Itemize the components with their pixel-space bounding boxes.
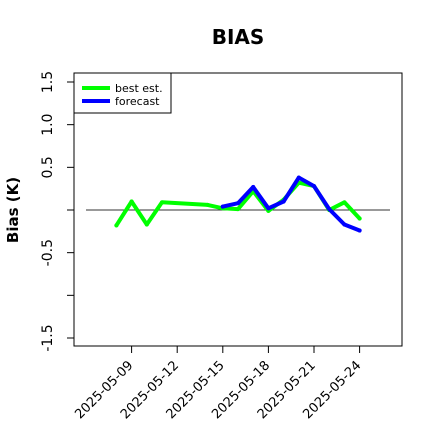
data-point [114, 223, 119, 228]
y-axis: -1.5 -0.5 0.5 1.0 1.5 [40, 71, 74, 352]
data-point [281, 199, 286, 204]
data-point [129, 199, 134, 204]
data-point [160, 200, 164, 205]
y-axis-label: Bias (K) [4, 177, 22, 243]
chart-title: BIAS [212, 25, 265, 49]
data-point [342, 200, 347, 205]
y-tick-label: 0.5 [40, 156, 56, 178]
y-tick-label: 1.5 [40, 71, 56, 93]
series-layer [114, 175, 362, 233]
data-point [357, 228, 362, 233]
data-point [251, 184, 256, 189]
data-point [266, 206, 271, 211]
data-point [236, 207, 240, 212]
y-tick-label: -1.5 [40, 324, 56, 351]
data-point [327, 207, 332, 212]
legend: best est. forecast [73, 72, 172, 114]
legend-box [73, 72, 172, 114]
series-line-forecast [220, 175, 362, 233]
legend-label-best-est: best est. [115, 82, 163, 95]
data-point [312, 184, 316, 189]
legend-label-forecast: forecast [115, 95, 160, 108]
data-point [357, 216, 362, 221]
data-point [236, 201, 240, 206]
data-point [144, 222, 149, 227]
data-point [342, 222, 347, 227]
data-point [296, 175, 301, 180]
data-point [220, 204, 225, 209]
data-point [205, 202, 210, 207]
x-axis: 2025-05-092025-05-122025-05-152025-05-18… [72, 346, 364, 422]
y-tick-label: 1.0 [40, 114, 56, 136]
y-tick-label: -0.5 [40, 239, 56, 266]
